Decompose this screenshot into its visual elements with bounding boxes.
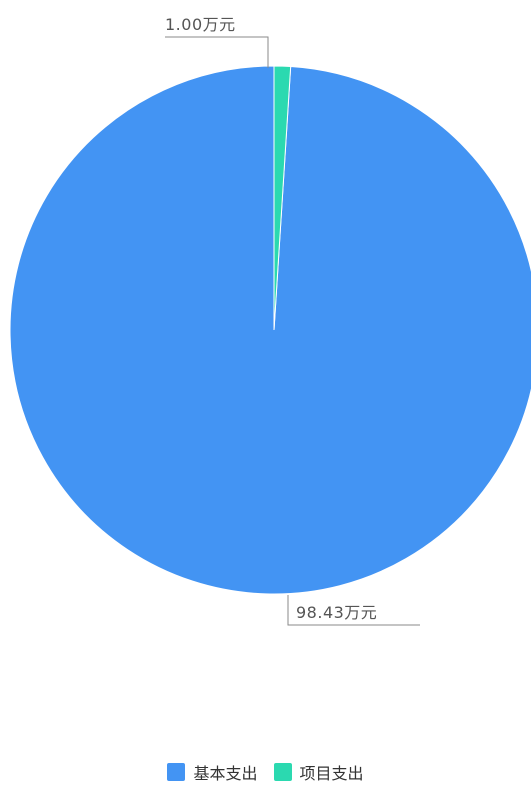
legend-label-basic: 基本支出 (193, 764, 258, 783)
data-label-project: 1.00万元 (165, 15, 236, 34)
legend-swatch-basic (167, 763, 186, 781)
legend-item-basic[interactable]: 基本支出 (167, 760, 258, 784)
pie-slice-0[interactable] (9, 65, 531, 595)
legend-item-project[interactable]: 项目支出 (273, 760, 364, 784)
data-label-basic: 98.43万元 (296, 603, 377, 622)
pie-slice-1[interactable] (273, 65, 292, 331)
label-leader-project (165, 36, 269, 68)
pie-slices (9, 65, 531, 595)
label-leader-basic (287, 595, 420, 626)
legend: 基本支出 项目支出 (0, 760, 531, 784)
legend-swatch-project (273, 763, 292, 781)
legend-label-project: 项目支出 (299, 764, 364, 783)
